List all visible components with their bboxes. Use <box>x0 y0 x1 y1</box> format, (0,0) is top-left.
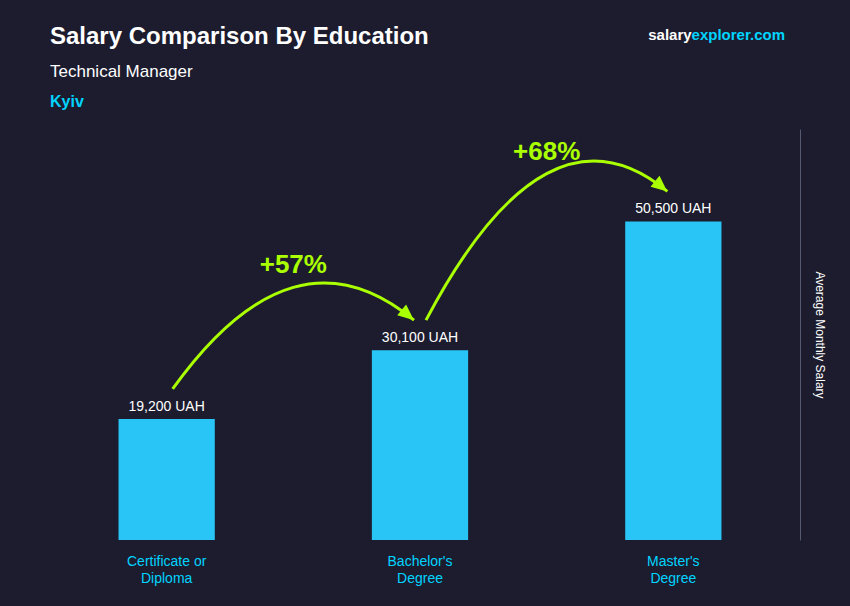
svg-text:50,500 UAH: 50,500 UAH <box>635 200 711 216</box>
svg-text:30,100 UAH: 30,100 UAH <box>382 329 458 345</box>
svg-text:Bachelor's: Bachelor's <box>388 553 453 569</box>
svg-text:Master's: Master's <box>647 553 699 569</box>
svg-text:Certificate or: Certificate or <box>127 553 207 569</box>
svg-text:+68%: +68% <box>513 136 580 166</box>
svg-text:Degree: Degree <box>650 570 696 586</box>
svg-text:Salary Comparison By Education: Salary Comparison By Education <box>50 22 429 49</box>
svg-text:explorer.com: explorer.com <box>692 26 785 43</box>
svg-text:Degree: Degree <box>397 570 443 586</box>
svg-text:Diploma: Diploma <box>141 570 193 586</box>
svg-text:19,200 UAH: 19,200 UAH <box>129 398 205 414</box>
svg-text:salary: salary <box>648 26 692 43</box>
svg-text:Technical Manager: Technical Manager <box>50 62 193 81</box>
svg-text:+57%: +57% <box>260 249 327 279</box>
svg-text:Average Monthly Salary: Average Monthly Salary <box>813 271 827 398</box>
svg-text:Kyiv: Kyiv <box>50 93 84 110</box>
